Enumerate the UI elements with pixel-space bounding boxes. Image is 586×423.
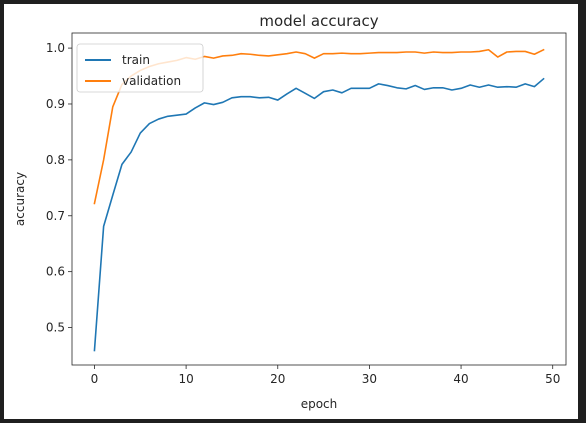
chart-title: model accuracy [259, 12, 378, 30]
x-tick-label: 20 [270, 372, 285, 386]
legend-label-train: train [122, 53, 150, 67]
x-tick-label: 0 [91, 372, 99, 386]
y-tick-label: 0.7 [46, 209, 65, 223]
plot-area-frame [71, 32, 567, 366]
x-tick-label: 40 [453, 372, 468, 386]
legend-label-validation: validation [122, 74, 181, 88]
x-tick-label: 30 [362, 372, 377, 386]
x-axis-ticks: 0 10 20 30 40 50 [91, 365, 560, 386]
y-tick-label: 0.8 [46, 153, 65, 167]
series-layer [93, 48, 545, 352]
x-axis-label: epoch [301, 397, 338, 411]
x-tick-label: 50 [545, 372, 560, 386]
accuracy-chart: model accuracy 0 10 20 30 40 50 0.50.60.70.80… [13, 12, 567, 411]
figure-canvas: model accuracy 0 10 20 30 40 50 0.5 0.6 0.7 0.8 0… [4, 4, 578, 419]
y-tick-label: 1.0 [46, 41, 65, 55]
series-line-train [93, 77, 545, 352]
y-axis-ticks: 0.5 0.6 0.7 0.8 0.9 1.0 [46, 41, 72, 335]
y-tick-label: 0.6 [46, 265, 65, 279]
y-axis-label: accuracy [13, 172, 27, 226]
x-tick-label: 10 [178, 372, 193, 386]
y-tick-label: 0.9 [46, 97, 65, 111]
y-tick-label: 0.5 [46, 321, 65, 335]
legend: train validation [76, 43, 204, 93]
